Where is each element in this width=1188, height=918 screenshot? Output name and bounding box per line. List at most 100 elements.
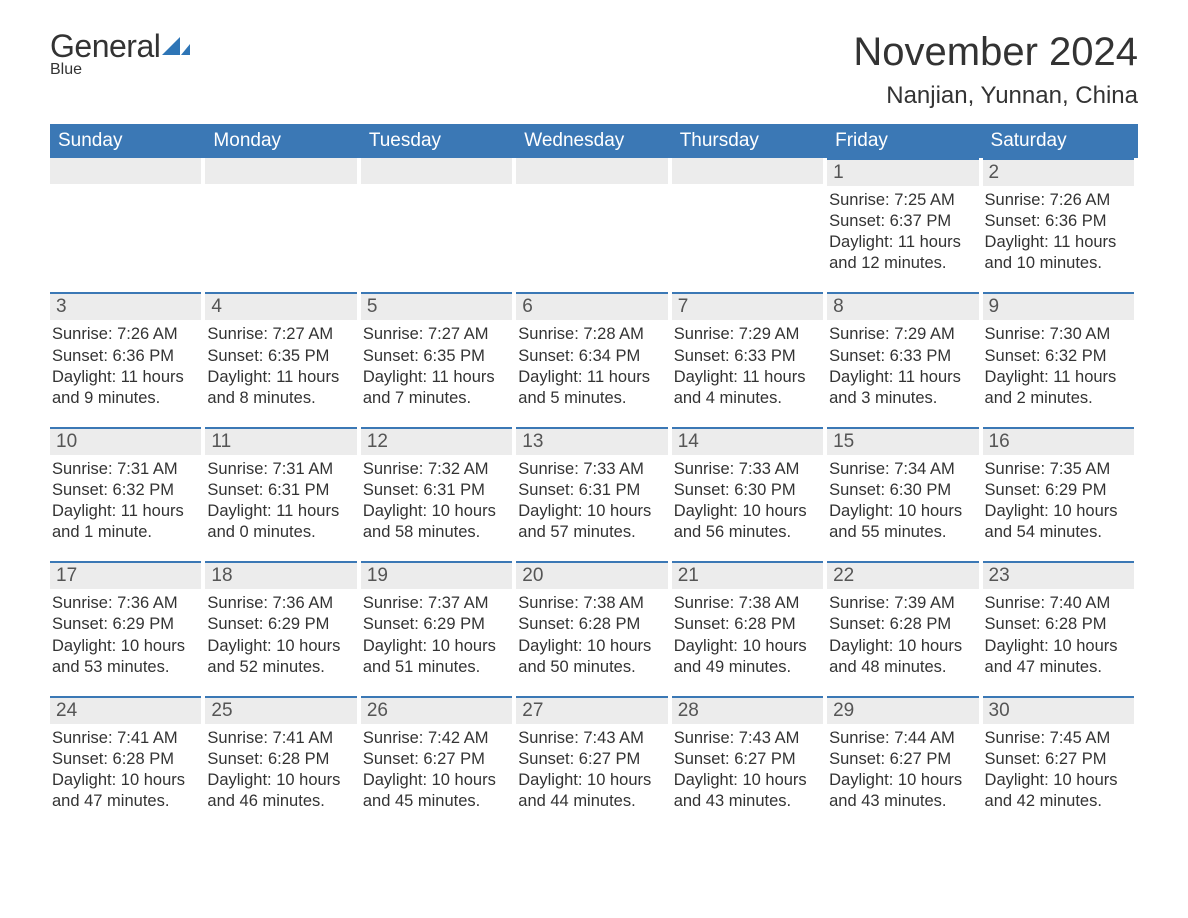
week-row: 24Sunrise: 7:41 AMSunset: 6:28 PMDayligh…	[50, 696, 1138, 814]
day-body: Sunrise: 7:32 AMSunset: 6:31 PMDaylight:…	[361, 455, 512, 545]
empty-day-bar	[50, 158, 201, 184]
day-cell: 23Sunrise: 7:40 AMSunset: 6:28 PMDayligh…	[983, 561, 1138, 679]
daylight2-text: and 57 minutes.	[518, 522, 665, 543]
empty-day-bar	[361, 158, 512, 184]
sunset-text: Sunset: 6:28 PM	[207, 749, 354, 770]
sunrise-text: Sunrise: 7:28 AM	[518, 324, 665, 345]
calendar: Sunday Monday Tuesday Wednesday Thursday…	[50, 124, 1138, 814]
sunset-text: Sunset: 6:28 PM	[518, 614, 665, 635]
day-number: 9	[983, 292, 1134, 320]
day-number: 2	[983, 158, 1134, 186]
week-row: 1Sunrise: 7:25 AMSunset: 6:37 PMDaylight…	[50, 158, 1138, 276]
sunset-text: Sunset: 6:30 PM	[829, 480, 976, 501]
daylight1-text: Daylight: 10 hours	[518, 501, 665, 522]
daylight2-text: and 8 minutes.	[207, 388, 354, 409]
day-body: Sunrise: 7:34 AMSunset: 6:30 PMDaylight:…	[827, 455, 978, 545]
daylight2-text: and 54 minutes.	[985, 522, 1132, 543]
day-cell: 22Sunrise: 7:39 AMSunset: 6:28 PMDayligh…	[827, 561, 982, 679]
day-cell: 11Sunrise: 7:31 AMSunset: 6:31 PMDayligh…	[205, 427, 360, 545]
daylight1-text: Daylight: 11 hours	[52, 501, 199, 522]
day-body: Sunrise: 7:40 AMSunset: 6:28 PMDaylight:…	[983, 589, 1134, 679]
logo-word-2: Blue	[50, 62, 190, 78]
daylight2-text: and 44 minutes.	[518, 791, 665, 812]
day-cell	[672, 158, 827, 276]
daylight1-text: Daylight: 11 hours	[518, 367, 665, 388]
daylight2-text: and 43 minutes.	[674, 791, 821, 812]
day-cell: 30Sunrise: 7:45 AMSunset: 6:27 PMDayligh…	[983, 696, 1138, 814]
day-body: Sunrise: 7:45 AMSunset: 6:27 PMDaylight:…	[983, 724, 1134, 814]
sunrise-text: Sunrise: 7:44 AM	[829, 728, 976, 749]
day-number: 10	[50, 427, 201, 455]
sunset-text: Sunset: 6:27 PM	[363, 749, 510, 770]
day-cell: 13Sunrise: 7:33 AMSunset: 6:31 PMDayligh…	[516, 427, 671, 545]
day-header-cell: Wednesday	[516, 124, 671, 158]
sunrise-text: Sunrise: 7:36 AM	[52, 593, 199, 614]
day-cell: 15Sunrise: 7:34 AMSunset: 6:30 PMDayligh…	[827, 427, 982, 545]
day-cell: 18Sunrise: 7:36 AMSunset: 6:29 PMDayligh…	[205, 561, 360, 679]
daylight1-text: Daylight: 10 hours	[207, 770, 354, 791]
daylight2-text: and 53 minutes.	[52, 657, 199, 678]
day-body: Sunrise: 7:25 AMSunset: 6:37 PMDaylight:…	[827, 186, 978, 276]
daylight1-text: Daylight: 11 hours	[363, 367, 510, 388]
day-header-cell: Thursday	[672, 124, 827, 158]
daylight2-text: and 47 minutes.	[52, 791, 199, 812]
day-number: 19	[361, 561, 512, 589]
daylight2-text: and 46 minutes.	[207, 791, 354, 812]
sunrise-text: Sunrise: 7:32 AM	[363, 459, 510, 480]
sunrise-text: Sunrise: 7:45 AM	[985, 728, 1132, 749]
sunset-text: Sunset: 6:34 PM	[518, 346, 665, 367]
day-cell: 4Sunrise: 7:27 AMSunset: 6:35 PMDaylight…	[205, 292, 360, 410]
day-cell	[50, 158, 205, 276]
day-cell: 12Sunrise: 7:32 AMSunset: 6:31 PMDayligh…	[361, 427, 516, 545]
sunset-text: Sunset: 6:36 PM	[985, 211, 1132, 232]
daylight1-text: Daylight: 10 hours	[518, 636, 665, 657]
daylight2-text: and 3 minutes.	[829, 388, 976, 409]
daylight1-text: Daylight: 11 hours	[985, 367, 1132, 388]
sunset-text: Sunset: 6:37 PM	[829, 211, 976, 232]
sunset-text: Sunset: 6:33 PM	[674, 346, 821, 367]
sunset-text: Sunset: 6:28 PM	[52, 749, 199, 770]
daylight1-text: Daylight: 10 hours	[829, 501, 976, 522]
sail-icon	[162, 30, 190, 62]
sunrise-text: Sunrise: 7:33 AM	[674, 459, 821, 480]
day-cell	[361, 158, 516, 276]
daylight1-text: Daylight: 11 hours	[985, 232, 1132, 253]
day-number: 13	[516, 427, 667, 455]
day-number: 20	[516, 561, 667, 589]
sunrise-text: Sunrise: 7:27 AM	[363, 324, 510, 345]
sunrise-text: Sunrise: 7:25 AM	[829, 190, 976, 211]
sunset-text: Sunset: 6:27 PM	[985, 749, 1132, 770]
daylight2-text: and 51 minutes.	[363, 657, 510, 678]
sunset-text: Sunset: 6:35 PM	[207, 346, 354, 367]
day-cell: 3Sunrise: 7:26 AMSunset: 6:36 PMDaylight…	[50, 292, 205, 410]
day-cell: 28Sunrise: 7:43 AMSunset: 6:27 PMDayligh…	[672, 696, 827, 814]
sunrise-text: Sunrise: 7:31 AM	[52, 459, 199, 480]
location-subtitle: Nanjian, Yunnan, China	[50, 82, 1138, 110]
day-cell: 10Sunrise: 7:31 AMSunset: 6:32 PMDayligh…	[50, 427, 205, 545]
daylight2-text: and 52 minutes.	[207, 657, 354, 678]
day-body: Sunrise: 7:28 AMSunset: 6:34 PMDaylight:…	[516, 320, 667, 410]
sunset-text: Sunset: 6:27 PM	[518, 749, 665, 770]
day-body: Sunrise: 7:43 AMSunset: 6:27 PMDaylight:…	[672, 724, 823, 814]
day-body: Sunrise: 7:29 AMSunset: 6:33 PMDaylight:…	[672, 320, 823, 410]
daylight1-text: Daylight: 10 hours	[674, 501, 821, 522]
sunrise-text: Sunrise: 7:40 AM	[985, 593, 1132, 614]
sunrise-text: Sunrise: 7:35 AM	[985, 459, 1132, 480]
sunrise-text: Sunrise: 7:29 AM	[829, 324, 976, 345]
day-body: Sunrise: 7:31 AMSunset: 6:32 PMDaylight:…	[50, 455, 201, 545]
day-cell: 8Sunrise: 7:29 AMSunset: 6:33 PMDaylight…	[827, 292, 982, 410]
day-number: 8	[827, 292, 978, 320]
sunrise-text: Sunrise: 7:26 AM	[985, 190, 1132, 211]
day-cell	[205, 158, 360, 276]
day-header-cell: Saturday	[983, 124, 1138, 158]
day-cell	[516, 158, 671, 276]
daylight2-text: and 58 minutes.	[363, 522, 510, 543]
sunrise-text: Sunrise: 7:43 AM	[674, 728, 821, 749]
sunset-text: Sunset: 6:32 PM	[985, 346, 1132, 367]
day-number: 21	[672, 561, 823, 589]
day-number: 5	[361, 292, 512, 320]
empty-day-bar	[516, 158, 667, 184]
sunset-text: Sunset: 6:36 PM	[52, 346, 199, 367]
sunset-text: Sunset: 6:29 PM	[363, 614, 510, 635]
sunset-text: Sunset: 6:30 PM	[674, 480, 821, 501]
